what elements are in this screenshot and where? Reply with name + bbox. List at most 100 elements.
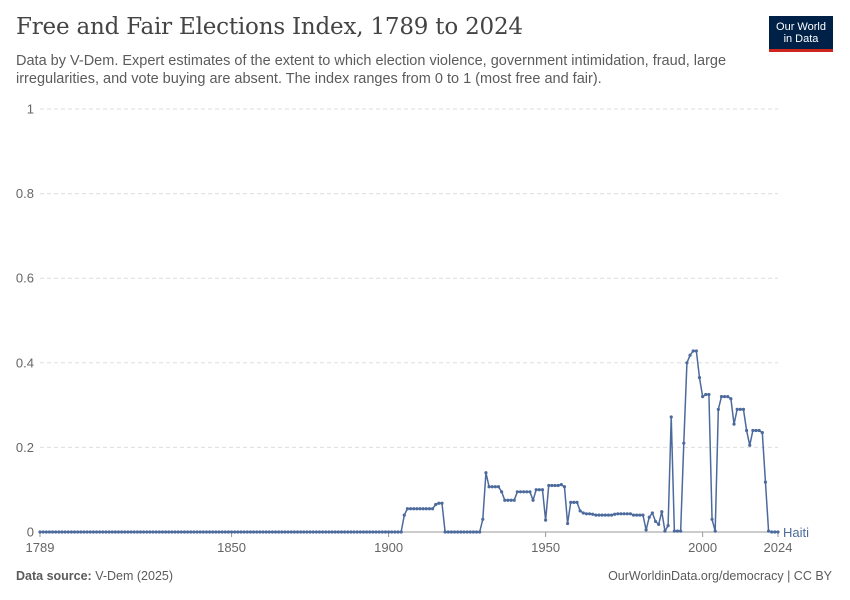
data-point <box>85 530 89 534</box>
data-point <box>569 500 573 504</box>
data-point <box>553 483 557 488</box>
data-point <box>173 530 177 534</box>
data-point <box>94 530 99 534</box>
data-point <box>126 530 130 534</box>
data-point <box>292 530 296 534</box>
data-point <box>192 530 196 534</box>
data-point <box>490 485 494 489</box>
data-point <box>286 530 290 534</box>
series-line-0[interactable] <box>40 350 778 533</box>
data-point <box>754 428 758 433</box>
data-point <box>44 530 48 534</box>
data-point <box>116 530 121 534</box>
data-point <box>280 530 284 534</box>
data-point <box>694 349 698 353</box>
data-source-value[interactable]: V-Dem (2025) <box>95 569 174 583</box>
data-point <box>408 507 413 511</box>
data-point <box>270 530 274 534</box>
data-point <box>371 530 375 534</box>
data-point <box>374 530 378 534</box>
data-point <box>245 530 249 534</box>
data-point <box>418 507 422 511</box>
data-point <box>575 500 579 504</box>
data-point <box>766 529 771 533</box>
data-point <box>302 530 306 534</box>
data-point <box>132 530 136 534</box>
data-point <box>283 530 287 534</box>
data-point <box>760 431 764 435</box>
data-point <box>594 513 598 517</box>
data-point <box>101 530 105 534</box>
data-point <box>226 530 231 534</box>
data-point <box>644 528 648 532</box>
footer-link[interactable]: OurWorldinData.org/democracy | CC BY <box>608 569 832 583</box>
data-point <box>600 513 604 517</box>
data-point <box>701 395 705 399</box>
data-point <box>544 518 548 522</box>
data-point <box>666 524 670 528</box>
data-point <box>355 530 359 534</box>
data-point <box>358 530 362 534</box>
data-point <box>47 530 52 534</box>
data-point <box>170 530 174 534</box>
data-point <box>242 530 246 534</box>
data-point <box>565 521 570 526</box>
data-point <box>679 529 683 533</box>
data-point <box>421 507 425 511</box>
data-point <box>167 530 171 534</box>
data-point <box>688 353 692 357</box>
data-point <box>619 512 623 516</box>
data-point <box>60 530 64 534</box>
data-point <box>427 507 432 511</box>
data-point <box>327 530 331 534</box>
x-axis: 1789 1850 1900 1950 2000 2024 <box>26 531 792 555</box>
data-point <box>88 530 92 534</box>
data-point <box>506 498 510 502</box>
chart-subtitle: Data by V-Dem. Expert estimates of the e… <box>16 53 727 87</box>
data-point <box>763 480 768 484</box>
data-point <box>412 507 416 511</box>
data-point <box>76 530 80 534</box>
data-point <box>462 530 466 534</box>
data-point <box>641 513 645 517</box>
y-tick-label: 0.8 <box>16 186 34 201</box>
data-point <box>465 530 469 534</box>
data-point <box>251 530 256 534</box>
data-point <box>299 530 303 534</box>
data-point <box>333 530 337 534</box>
data-point <box>308 530 312 534</box>
data-point <box>255 530 259 534</box>
data-point <box>349 530 353 534</box>
data-point <box>669 415 673 419</box>
data-point <box>650 511 654 515</box>
data-point <box>321 530 325 534</box>
data-point <box>638 513 642 517</box>
data-point <box>223 530 227 534</box>
data-point <box>110 530 114 534</box>
data-point <box>723 395 727 399</box>
data-point <box>704 392 708 397</box>
data-point <box>63 530 67 534</box>
data-point <box>512 498 516 502</box>
series-haiti[interactable]: Haiti <box>38 349 809 540</box>
data-point <box>481 517 485 521</box>
data-point <box>773 530 777 534</box>
x-tick-label: 1789 <box>26 540 55 555</box>
data-point <box>484 471 488 475</box>
data-point <box>383 530 388 534</box>
data-point <box>138 530 143 534</box>
data-point <box>770 530 774 534</box>
owid-logo[interactable]: Our World in Data <box>769 16 833 52</box>
data-point <box>120 530 124 534</box>
data-point <box>311 530 315 534</box>
data-point <box>446 530 450 534</box>
data-point <box>751 428 755 433</box>
data-point <box>628 512 633 516</box>
data-point <box>233 530 237 534</box>
x-tick-label: 1950 <box>531 540 560 555</box>
data-point <box>41 530 45 534</box>
data-point <box>38 530 42 534</box>
data-point <box>154 530 158 534</box>
data-point <box>317 530 322 534</box>
data-point <box>277 530 281 534</box>
